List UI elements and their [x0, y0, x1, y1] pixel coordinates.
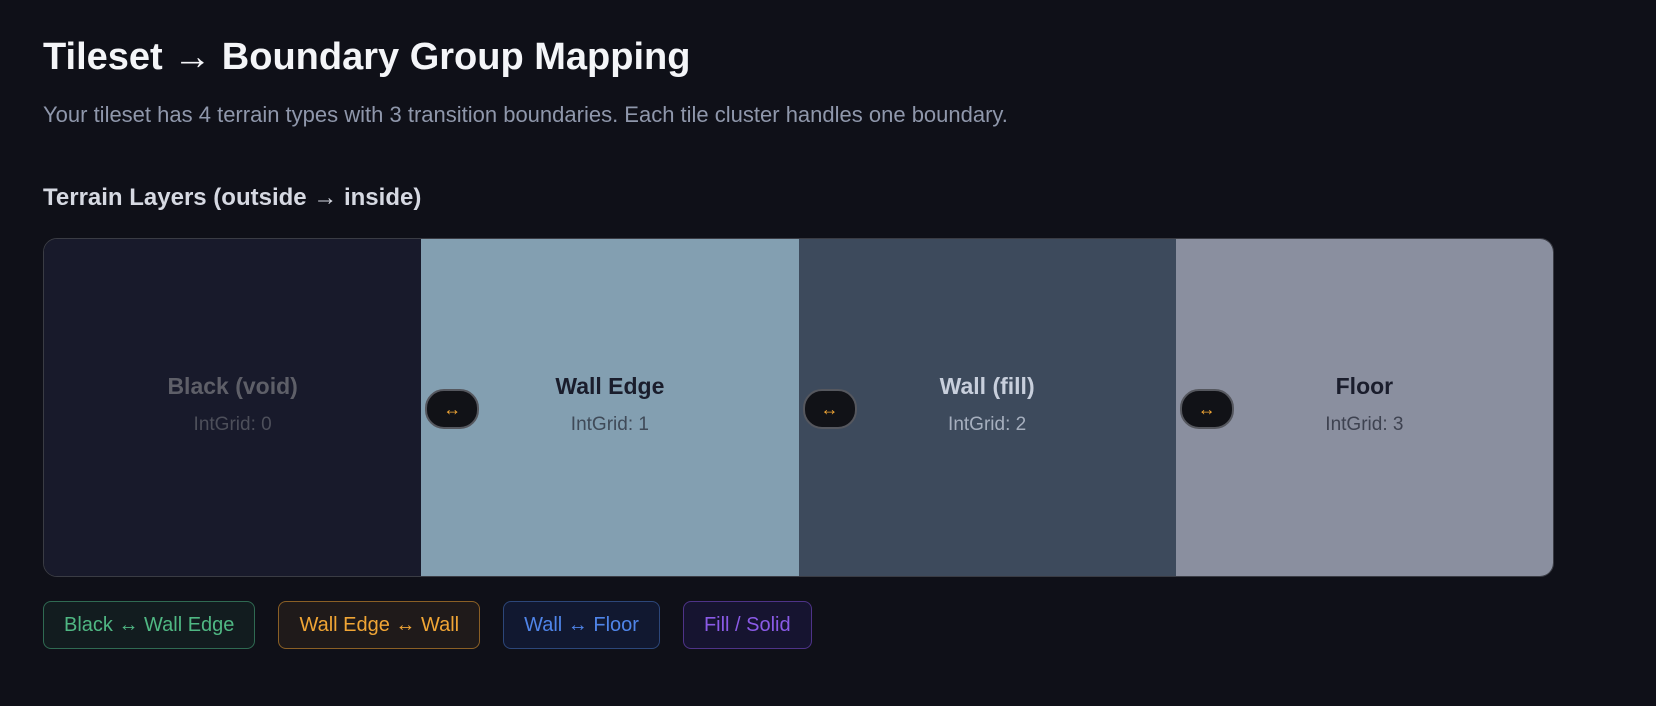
badge-fill-solid[interactable]: Fill / Solid — [682, 601, 812, 649]
layer-black-void[interactable]: Black (void) IntGrid: 0 — [44, 239, 422, 576]
boundary-group-legend: Black ↔ Wall Edge Wall Edge ↔ Wall Wall … — [43, 601, 812, 649]
layer-intgrid: IntGrid: 0 — [193, 414, 272, 435]
layer-name: Floor — [1335, 373, 1394, 399]
layer-name: Wall (fill) — [939, 373, 1035, 399]
page-subtitle: Your tileset has 4 terrain types with 3 … — [43, 102, 1008, 127]
badge-black-wall-edge[interactable]: Black ↔ Wall Edge — [43, 601, 256, 649]
swap-icon[interactable]: ↔ — [1179, 389, 1234, 429]
badge-wall-floor[interactable]: Wall ↔ Floor — [503, 601, 660, 649]
swap-icon[interactable]: ↔ — [802, 389, 857, 429]
swap-icon[interactable]: ↔ — [425, 389, 480, 429]
layer-intgrid: IntGrid: 1 — [570, 414, 649, 435]
layer-floor[interactable]: ↔ Floor IntGrid: 3 — [1175, 239, 1553, 576]
layer-wall-edge[interactable]: ↔ Wall Edge IntGrid: 1 — [421, 239, 799, 576]
badge-wall-edge-wall[interactable]: Wall Edge ↔ Wall — [278, 601, 481, 649]
layer-intgrid: IntGrid: 2 — [948, 414, 1027, 435]
layer-intgrid: IntGrid: 3 — [1325, 414, 1404, 435]
layer-name: Black (void) — [167, 373, 298, 399]
section-title: Terrain Layers (outside → inside) — [43, 184, 422, 211]
layer-name: Wall Edge — [555, 373, 665, 399]
page-title: Tileset → Boundary Group Mapping — [43, 36, 691, 78]
terrain-layers-strip: Black (void) IntGrid: 0 ↔ Wall Edge IntG… — [43, 238, 1554, 577]
layer-wall-fill[interactable]: ↔ Wall (fill) IntGrid: 2 — [798, 239, 1176, 576]
